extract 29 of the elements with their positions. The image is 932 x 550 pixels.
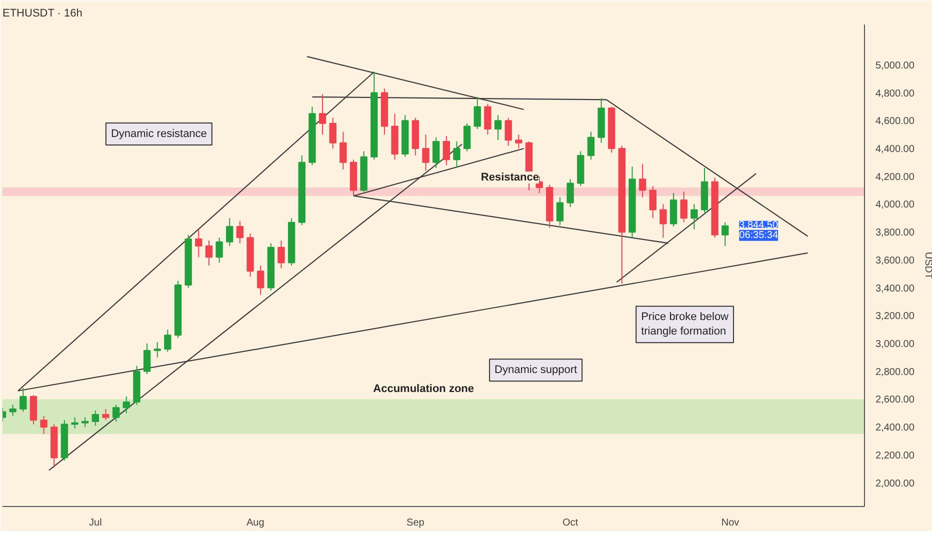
x-tick-label: Jul xyxy=(89,518,102,528)
chart-title: ETHUSDT · 16h xyxy=(2,8,82,20)
band-label: Accumulation zone xyxy=(373,383,474,396)
x-tick-label: Aug xyxy=(246,518,264,528)
y-tick-label: 4,000.00 xyxy=(876,200,915,211)
annotation: Price broke below triangle formation xyxy=(641,311,729,338)
x-tick-label: Sep xyxy=(406,518,425,528)
x-tick-label: Oct xyxy=(562,518,578,528)
y-tick-label: 2,000.00 xyxy=(876,478,915,490)
y-tick-label: 2,400.00 xyxy=(876,422,915,434)
y-tick-label: 2,800.00 xyxy=(876,366,915,378)
y-axis-title: USDT xyxy=(922,252,932,280)
y-tick-label: 2,600.00 xyxy=(876,394,915,406)
y-tick-label: 3,800.00 xyxy=(876,228,915,239)
y-tick-label: 4,800.00 xyxy=(876,88,915,100)
annotation: 06:35:34 xyxy=(739,230,778,241)
y-tick-label: 3,000.00 xyxy=(876,339,915,350)
x-tick-label: Nov xyxy=(721,518,740,528)
y-tick-label: 5,000.00 xyxy=(876,60,915,72)
annotation: Dynamic support xyxy=(494,364,578,376)
band-label: Resistance xyxy=(480,171,540,184)
y-tick-label: 3,200.00 xyxy=(876,311,915,322)
y-tick-label: 4,600.00 xyxy=(876,116,915,128)
y-tick-label: 4,400.00 xyxy=(876,144,915,155)
y-tick-label: 4,200.00 xyxy=(876,172,915,183)
y-tick-label: 3,400.00 xyxy=(876,283,915,294)
y-tick-label: 3,600.00 xyxy=(876,255,915,266)
annotation: Dynamic resistance xyxy=(110,128,207,140)
y-tick-label: 2,200.00 xyxy=(876,450,915,462)
